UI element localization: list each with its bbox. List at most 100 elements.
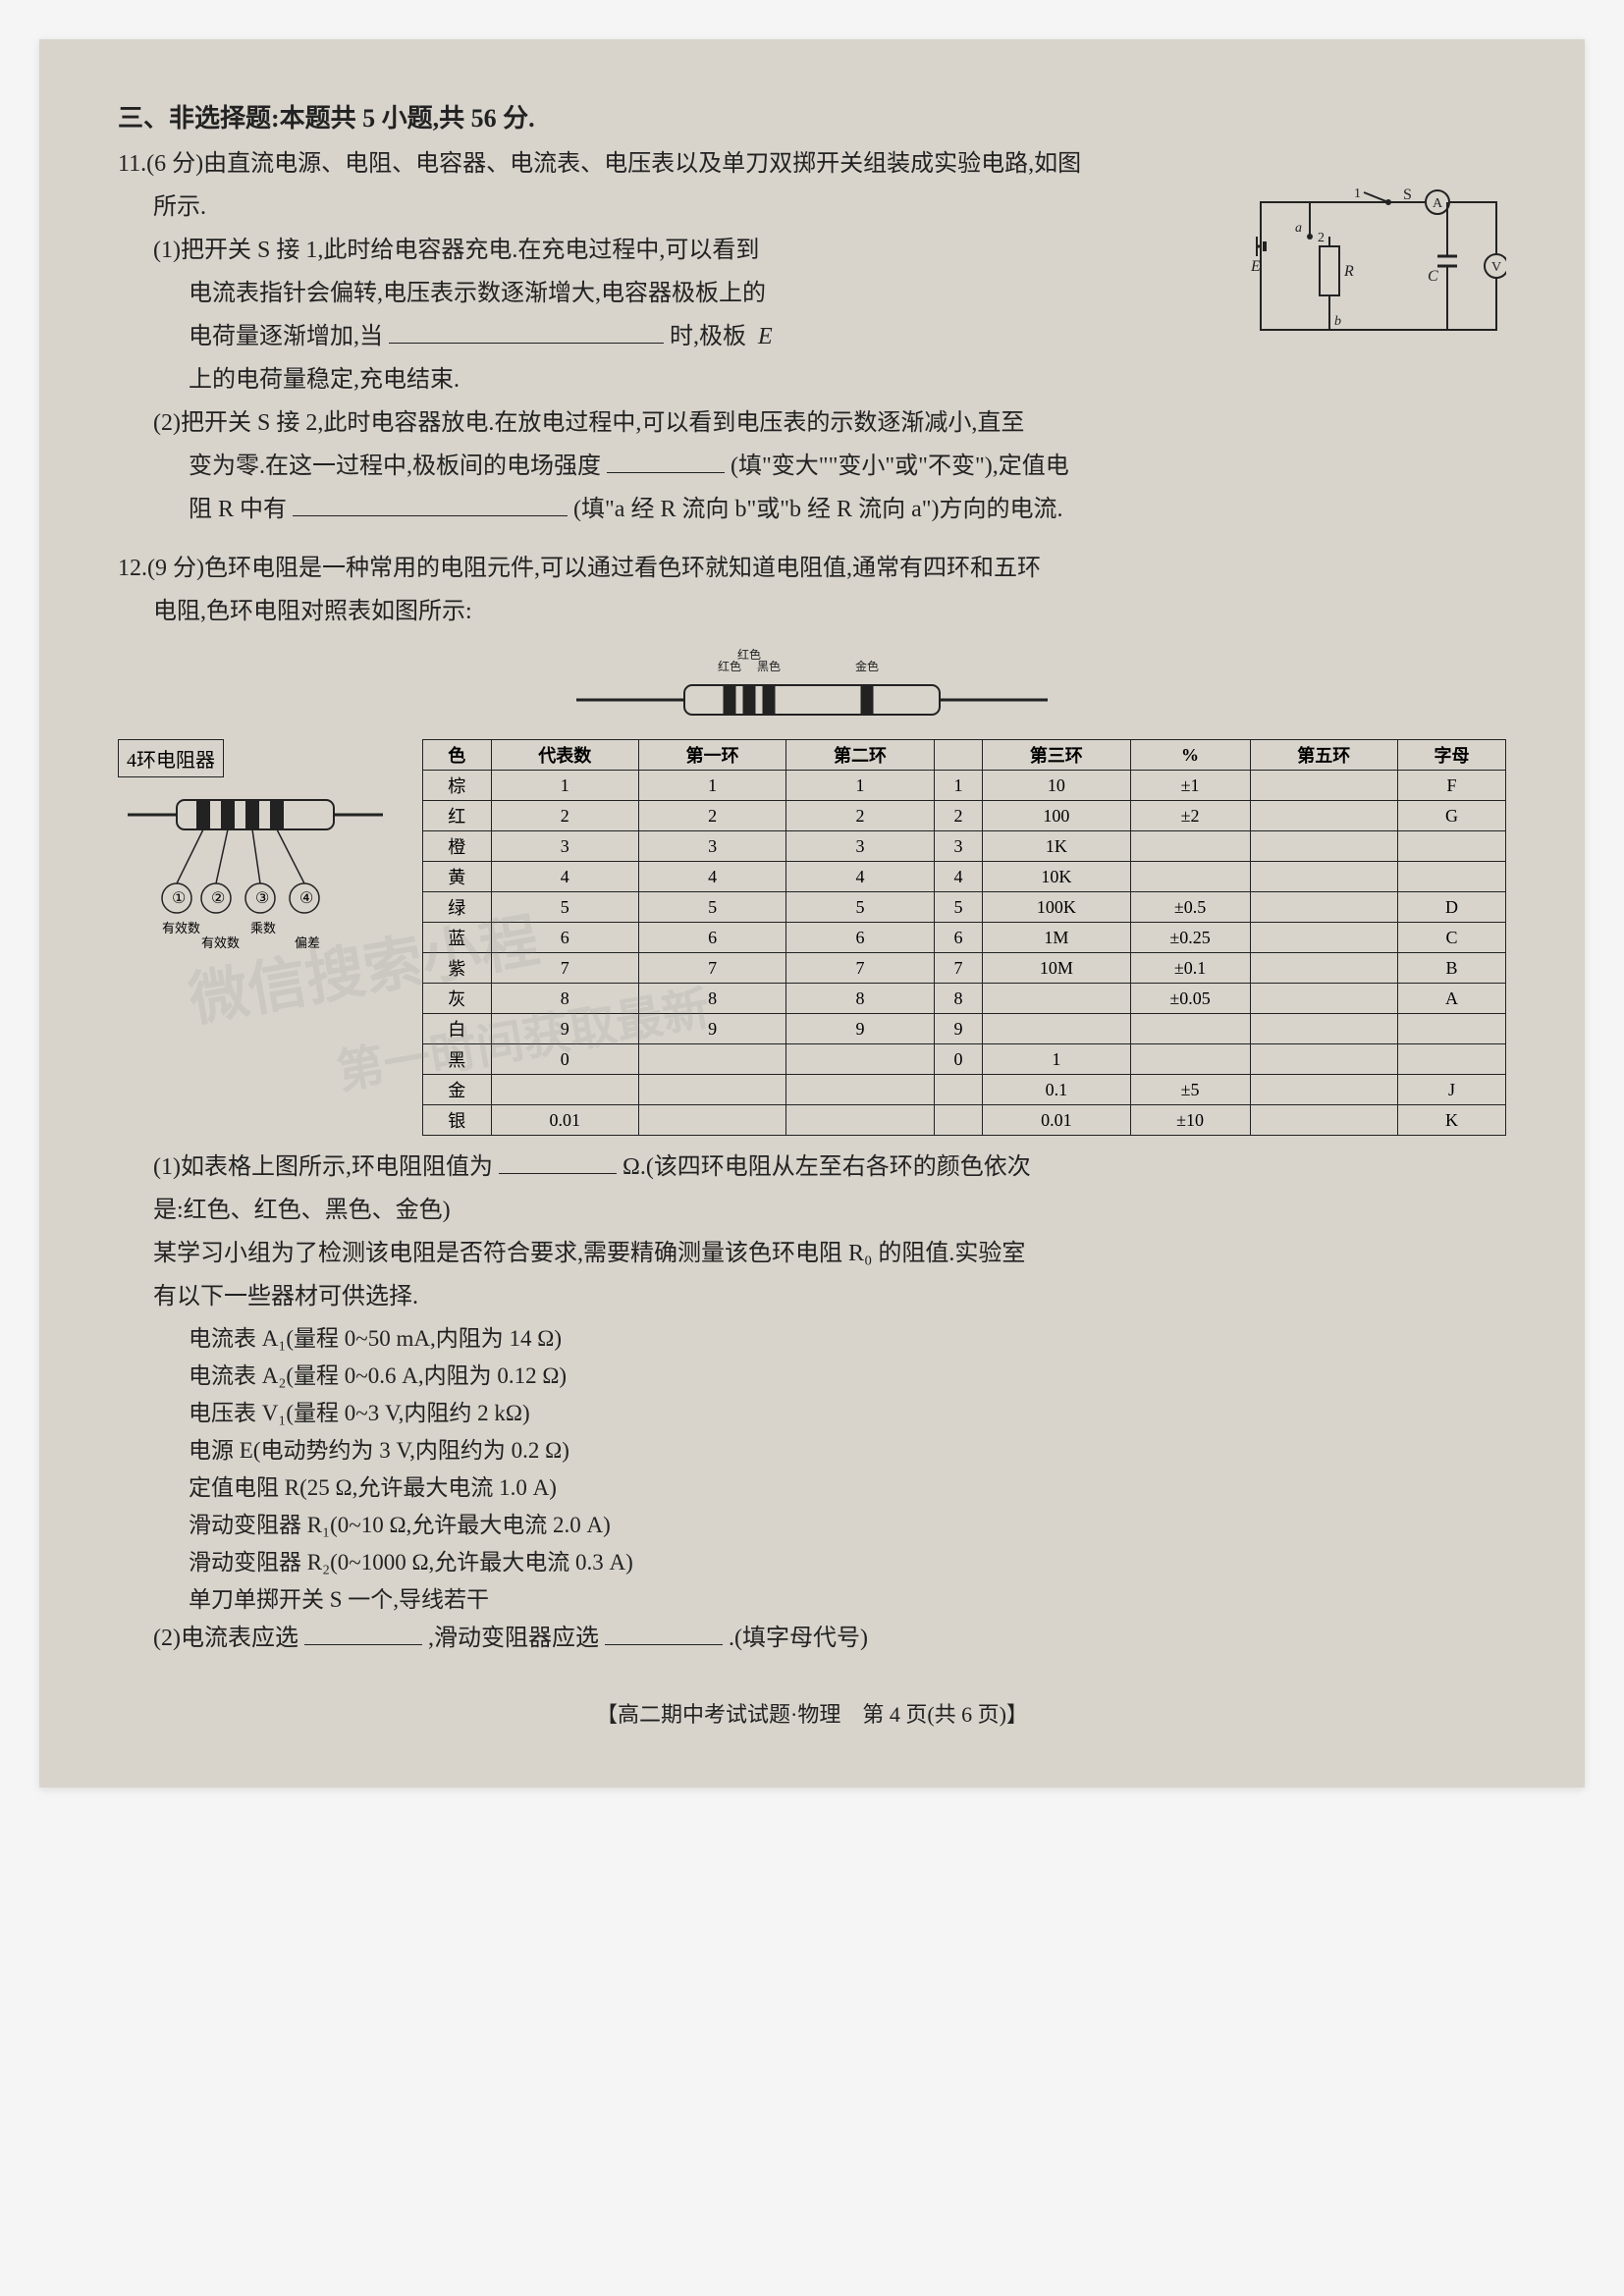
table-cell <box>1250 1105 1397 1136</box>
blank-2[interactable] <box>607 454 725 473</box>
q12-p1-l2: 是:红色、红色、黑色、金色) <box>118 1191 1506 1230</box>
table-cell: 1 <box>786 771 934 801</box>
table-cell: 0.01 <box>491 1105 638 1136</box>
table-cell: 2 <box>786 801 934 831</box>
table-cell: ±0.1 <box>1130 953 1250 984</box>
table-cell: 6 <box>786 923 934 953</box>
q12-p2-mid: ,滑动变阻器应选 <box>428 1626 599 1651</box>
table-cell: 9 <box>934 1014 982 1044</box>
label-1: 1 <box>1354 187 1361 201</box>
table-cell: 9 <box>638 1014 785 1044</box>
table-row: 橙33331K <box>423 831 1506 862</box>
svg-text:黑色: 黑色 <box>757 660 781 673</box>
table-cell <box>1397 1044 1505 1075</box>
table-cell: 10M <box>983 953 1130 984</box>
label-C: C <box>1428 268 1438 285</box>
table-header-cell: 第五环 <box>1250 740 1397 771</box>
equipment-item: 电压表 V₁(量程 0~3 V,内阻约 2 kΩ) <box>118 1395 1506 1432</box>
table-cell: G <box>1397 801 1505 831</box>
table-cell: 4 <box>786 862 934 892</box>
table-cell: C <box>1397 923 1505 953</box>
q12-intro-l1: 某学习小组为了检测该电阻是否符合要求,需要精确测量该色环电阻 R₀ 的阻值.实验… <box>118 1234 1506 1273</box>
table-header-cell: 色 <box>423 740 492 771</box>
table-cell: 7 <box>638 953 785 984</box>
blank-4[interactable] <box>499 1154 617 1174</box>
table-cell: D <box>1397 892 1505 923</box>
table-header-cell: 代表数 <box>491 740 638 771</box>
svg-text:②: ② <box>211 890 225 907</box>
svg-text:①: ① <box>172 890 186 907</box>
table-cell <box>1250 923 1397 953</box>
table-cell <box>1130 1014 1250 1044</box>
q12-p2-pre: (2)电流表应选 <box>153 1626 298 1651</box>
table-cell: 棕 <box>423 771 492 801</box>
q11-p1-l4: 上的电荷量稳定,充电结束. <box>118 360 1231 400</box>
table-cell: 白 <box>423 1014 492 1044</box>
table-cell: 4 <box>491 862 638 892</box>
table-cell: 3 <box>638 831 785 862</box>
table-cell: 3 <box>491 831 638 862</box>
table-header-cell: 第一环 <box>638 740 785 771</box>
svg-text:金色: 金色 <box>855 659 879 673</box>
section-title: 三、非选择题:本题共 5 小题,共 56 分. <box>118 98 1506 134</box>
table-cell: 8 <box>786 984 934 1014</box>
table-cell: 0 <box>934 1044 982 1075</box>
q11-p1-l3-pre: 电荷量逐渐增加,当 <box>189 324 383 349</box>
table-row: 黑001 <box>423 1044 1506 1075</box>
q11-header: 11.(6 分)由直流电源、电阻、电容器、电流表、电压表以及单刀双掷开关组装成实… <box>118 144 1506 184</box>
table-cell <box>1250 771 1397 801</box>
table-cell: B <box>1397 953 1505 984</box>
blank-3[interactable] <box>293 497 568 516</box>
blank-1[interactable] <box>389 324 664 344</box>
table-header-cell: 字母 <box>1397 740 1505 771</box>
exam-page: 微信搜索小程 第一时间获取最新 三、非选择题:本题共 5 小题,共 56 分. … <box>39 39 1585 1788</box>
table-cell: 5 <box>786 892 934 923</box>
page-footer: 【高二期中考试试题·物理 第 4 页(共 6 页)】 <box>118 1697 1506 1729</box>
table-cell <box>638 1075 785 1105</box>
table-cell <box>638 1044 785 1075</box>
question-11: 11.(6 分)由直流电源、电阻、电容器、电流表、电压表以及单刀双掷开关组装成实… <box>118 144 1506 529</box>
table-cell <box>934 1105 982 1136</box>
table-header-cell: % <box>1130 740 1250 771</box>
table-cell <box>1250 1075 1397 1105</box>
table-cell: 金 <box>423 1075 492 1105</box>
table-cell <box>1397 862 1505 892</box>
table-cell: ±2 <box>1130 801 1250 831</box>
q12-intro-l2: 有以下一些器材可供选择. <box>118 1277 1506 1316</box>
q11-p2-l2: 变为零.在这一过程中,极板间的电场强度 (填"变大""变小"或"不变"),定值电 <box>118 447 1506 486</box>
table-cell: 红 <box>423 801 492 831</box>
svg-text:乘数: 乘数 <box>250 921 276 935</box>
table-cell: 0.01 <box>983 1105 1130 1136</box>
label-b: b <box>1334 314 1341 329</box>
svg-text:偏差: 偏差 <box>295 935 320 950</box>
q12-p1-pre: (1)如表格上图所示,环电阻阻值为 <box>153 1154 493 1180</box>
table-cell: 1 <box>638 771 785 801</box>
table-cell: ±10 <box>1130 1105 1250 1136</box>
svg-text:有效数: 有效数 <box>162 921 200 935</box>
q11-p2-l3-post: (填"a 经 R 流向 b"或"b 经 R 流向 a")方向的电流. <box>573 497 1063 522</box>
table-cell <box>1250 862 1397 892</box>
label-2: 2 <box>1318 231 1325 245</box>
table-cell <box>638 1105 785 1136</box>
table-cell: ±0.5 <box>1130 892 1250 923</box>
table-cell: 100 <box>983 801 1130 831</box>
table-row: 红2222100±2G <box>423 801 1506 831</box>
q12-p1: (1)如表格上图所示,环电阻阻值为 Ω.(该四环电阻从左至右各环的颜色依次 <box>118 1148 1506 1187</box>
svg-text:有效数: 有效数 <box>201 935 240 950</box>
table-cell <box>1250 953 1397 984</box>
blank-5[interactable] <box>304 1626 422 1645</box>
table-cell <box>983 984 1130 1014</box>
q11-p1-l2: 电流表指针会偏转,电压表示数逐渐增大,电容器极板上的 <box>118 274 1231 313</box>
table-header-cell: 第三环 <box>983 740 1130 771</box>
table-cell: 0 <box>491 1044 638 1075</box>
table-header-cell <box>934 740 982 771</box>
table-row: 金0.1±5J <box>423 1075 1506 1105</box>
equipment-item: 电流表 A₂(量程 0~0.6 A,内阻为 0.12 Ω) <box>118 1358 1506 1395</box>
table-cell: 1M <box>983 923 1130 953</box>
table-cell: 1 <box>491 771 638 801</box>
table-cell: 1 <box>983 1044 1130 1075</box>
table-cell: 6 <box>491 923 638 953</box>
blank-6[interactable] <box>605 1626 723 1645</box>
table-cell: 黄 <box>423 862 492 892</box>
table-cell: ±1 <box>1130 771 1250 801</box>
